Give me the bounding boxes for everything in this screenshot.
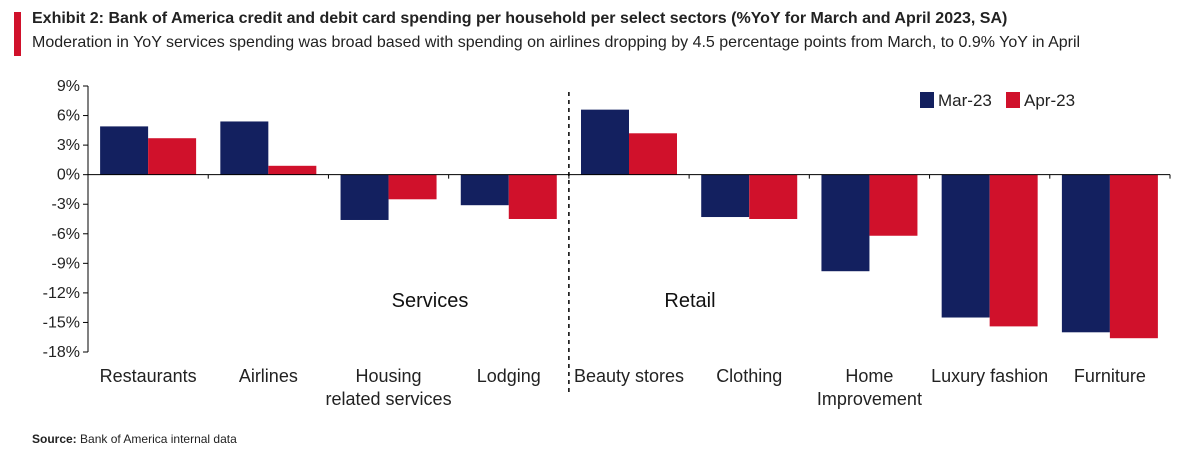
legend-swatch-mar <box>920 92 934 108</box>
y-tick-label: -15% <box>43 314 80 331</box>
accent-bar <box>14 12 21 56</box>
bar-apr <box>749 174 798 219</box>
bar-apr <box>388 174 437 200</box>
group-label-retail: Retail <box>664 290 715 312</box>
y-tick-label: 9% <box>57 78 80 95</box>
group-label-services: Services <box>392 290 469 312</box>
y-tick-label: -12% <box>43 285 80 302</box>
x-category-label: related services <box>326 389 452 409</box>
y-tick-label: -9% <box>52 255 80 272</box>
bar-apr <box>989 174 1038 327</box>
bar-apr <box>268 165 317 175</box>
x-category-label: Airlines <box>239 366 298 386</box>
y-tick-label: -3% <box>52 196 80 213</box>
bar-mar <box>1061 174 1110 333</box>
legend-label-apr: Apr-23 <box>1024 91 1075 110</box>
bar-mar <box>701 174 750 218</box>
x-category-label: Housing <box>356 366 422 386</box>
bar-mar <box>340 174 389 220</box>
source-text: Bank of America internal data <box>80 432 237 446</box>
bar-apr <box>148 138 197 175</box>
x-category-label: Beauty stores <box>574 366 684 386</box>
y-tick-label: 3% <box>57 137 80 154</box>
x-category-label: Lodging <box>477 366 541 386</box>
x-category-label: Clothing <box>716 366 782 386</box>
bar-mar <box>941 174 990 318</box>
y-tick-label: 0% <box>57 167 80 184</box>
y-tick-label: -18% <box>43 344 80 361</box>
x-category-label: Restaurants <box>100 366 197 386</box>
bar-apr <box>629 133 677 175</box>
bar-apr <box>869 174 918 236</box>
x-category-label: Furniture <box>1074 366 1146 386</box>
source-label: Source: <box>32 432 77 446</box>
source-note: Source: Bank of America internal data <box>32 432 237 446</box>
bar-mar <box>581 109 629 175</box>
bar-mar <box>220 121 269 175</box>
chart-title: Exhibit 2: Bank of America credit and de… <box>32 10 1008 27</box>
y-tick-label: -6% <box>52 226 80 243</box>
bar-apr <box>1109 174 1158 339</box>
bar-apr <box>508 174 557 219</box>
bar-mar <box>460 174 509 206</box>
x-category-label: Home <box>845 366 893 386</box>
chart-subtitle: Moderation in YoY services spending was … <box>32 34 1081 51</box>
legend-label-mar: Mar-23 <box>938 91 992 110</box>
chart-header: Exhibit 2: Bank of America credit and de… <box>0 8 1200 58</box>
y-tick-label: 6% <box>57 108 80 125</box>
bar-mar <box>821 174 870 272</box>
x-category-label: Improvement <box>817 389 922 409</box>
bar-mar <box>100 126 149 175</box>
x-category-label: Luxury fashion <box>931 366 1048 386</box>
legend-swatch-apr <box>1006 92 1020 108</box>
